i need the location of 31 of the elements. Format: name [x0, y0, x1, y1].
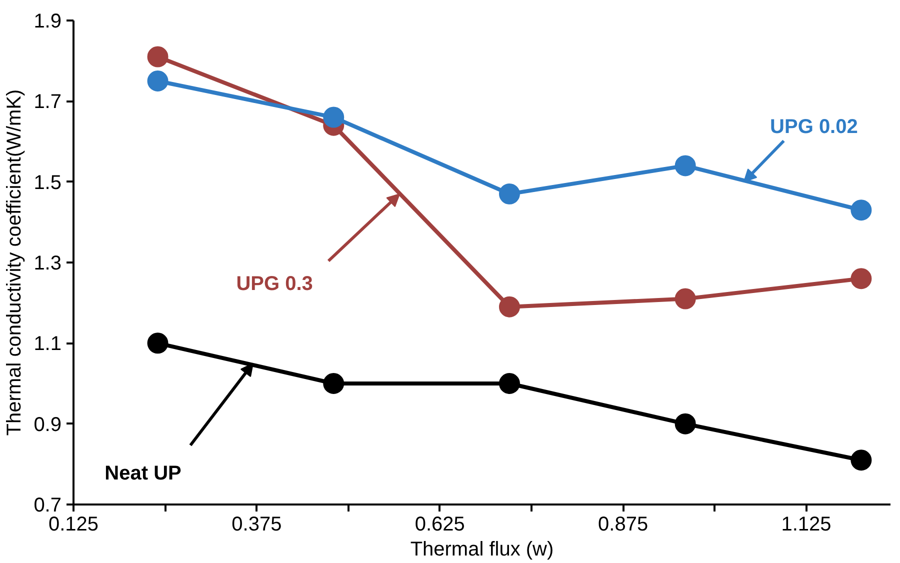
point — [674, 413, 696, 434]
point — [850, 450, 872, 471]
y-tick-label: 1.7 — [34, 91, 62, 114]
point — [850, 200, 872, 221]
y-tick-label: 0.7 — [34, 494, 62, 516]
x-axis-title: Thermal flux (w) — [410, 538, 554, 560]
point — [498, 296, 520, 318]
y-tick-label: 1.9 — [34, 10, 62, 32]
x-tick-label: 0.375 — [232, 514, 282, 536]
point — [147, 46, 168, 68]
point — [323, 373, 344, 394]
point — [674, 288, 696, 310]
point — [323, 106, 344, 128]
y-tick-label: 0.9 — [34, 414, 62, 436]
point — [147, 332, 168, 354]
x-tick-label: 0.125 — [48, 514, 99, 536]
annotation: Neat UP — [104, 462, 182, 484]
point — [674, 155, 696, 176]
x-tick-label: 1.125 — [781, 514, 832, 536]
point — [147, 70, 168, 92]
y-tick-label: 1.5 — [34, 172, 62, 194]
point — [498, 183, 520, 204]
annotation: UPG 0.3 — [236, 272, 313, 295]
y-tick-label: 1.3 — [34, 252, 62, 274]
x-tick-label: 0.625 — [414, 514, 465, 536]
annotation: UPG 0.02 — [770, 116, 858, 138]
y-tick-label: 1.1 — [34, 333, 62, 356]
y-axis-title: Thermal conductivity coefficient(W/mK) — [4, 89, 26, 436]
point — [850, 268, 872, 290]
point — [498, 373, 520, 394]
x-tick-label: 0.875 — [598, 514, 648, 536]
